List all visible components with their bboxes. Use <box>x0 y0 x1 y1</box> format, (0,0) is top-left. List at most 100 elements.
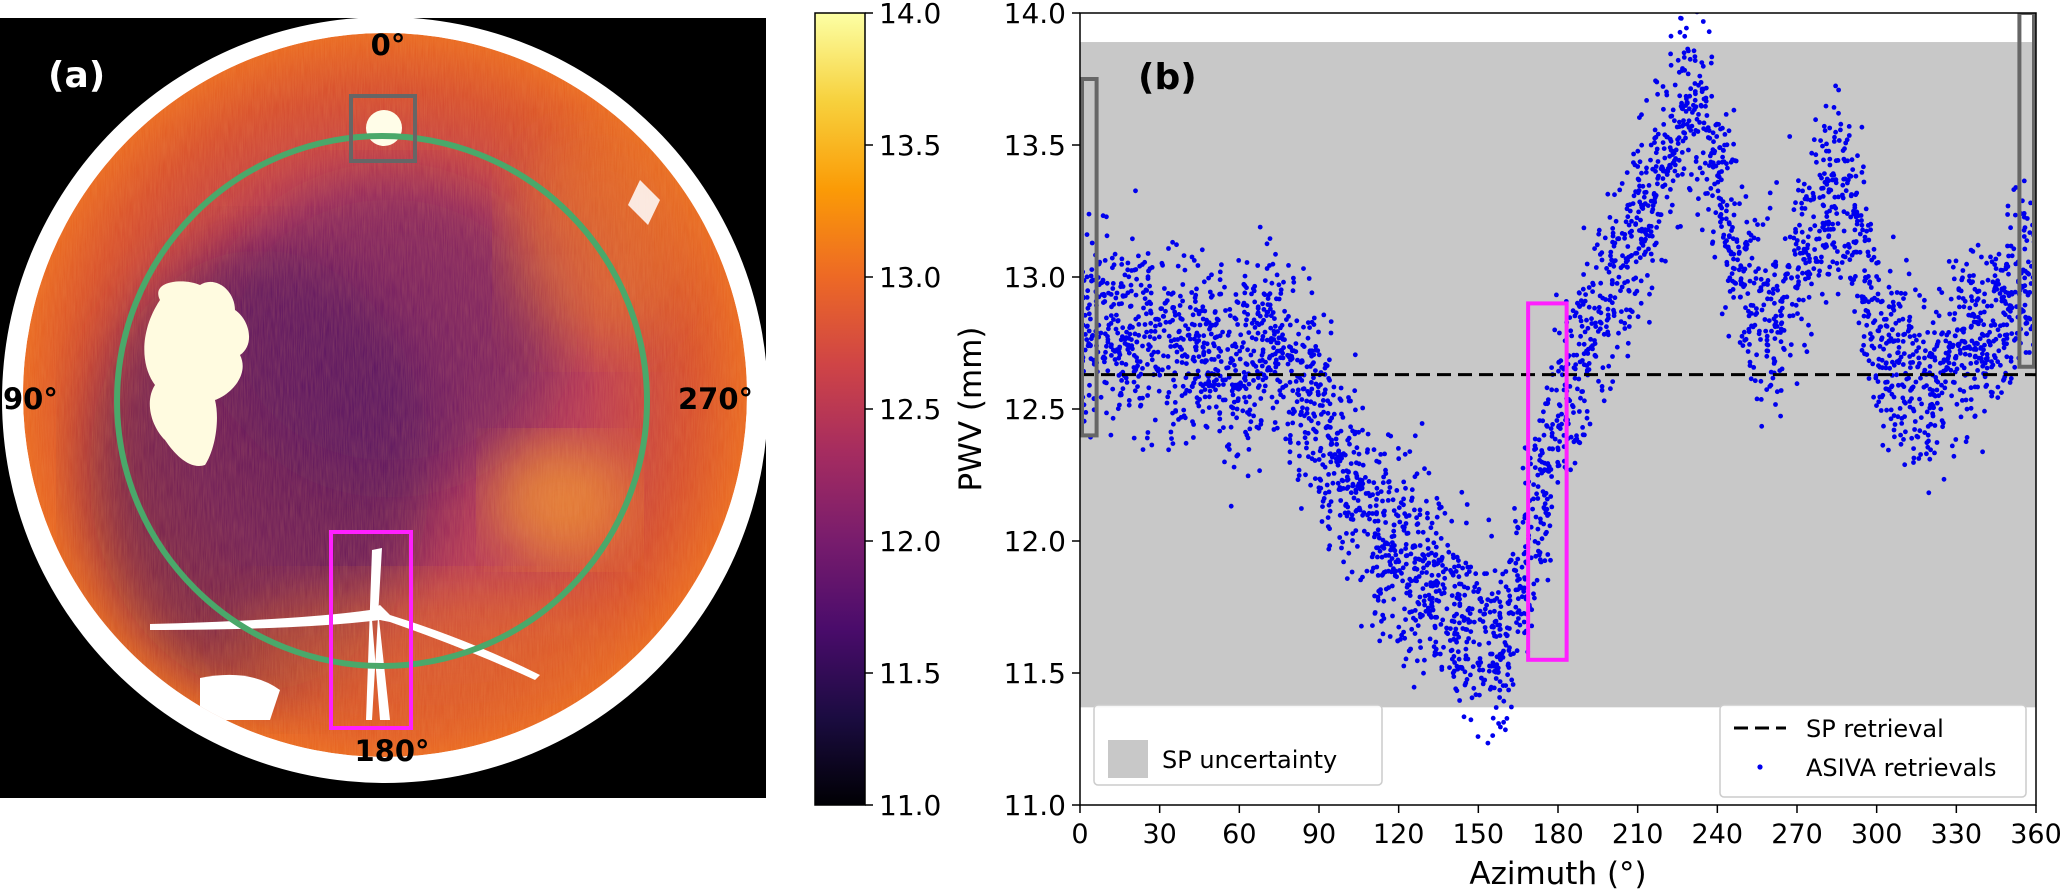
asiva-point <box>1968 361 1974 366</box>
asiva-point <box>1963 439 1969 445</box>
asiva-point <box>1508 652 1514 657</box>
asiva-point <box>1262 329 1268 335</box>
asiva-point <box>1311 315 1317 321</box>
asiva-point <box>1861 294 1866 300</box>
asiva-point <box>1276 335 1282 341</box>
asiva-point <box>1848 214 1854 220</box>
asiva-point <box>1308 482 1313 488</box>
asiva-point <box>1450 570 1455 575</box>
asiva-point <box>1353 407 1358 413</box>
asiva-point <box>1775 287 1780 293</box>
asiva-point <box>1464 520 1469 526</box>
asiva-point <box>1596 231 1602 237</box>
asiva-point <box>1708 186 1714 191</box>
asiva-point <box>1692 54 1698 59</box>
asiva-point <box>1567 384 1573 389</box>
asiva-point <box>1278 355 1283 361</box>
asiva-point <box>1101 300 1106 305</box>
asiva-point <box>1830 259 1836 265</box>
asiva-point <box>1710 241 1715 246</box>
asiva-point <box>1856 320 1862 326</box>
asiva-point <box>1489 591 1495 597</box>
asiva-point <box>1131 365 1137 370</box>
asiva-point <box>1124 329 1129 335</box>
asiva-point <box>1313 368 1318 373</box>
asiva-point <box>1649 285 1655 291</box>
asiva-point <box>1179 317 1185 322</box>
asiva-point <box>2012 289 2018 295</box>
asiva-point <box>1709 54 1715 60</box>
asiva-point <box>1369 569 1375 574</box>
asiva-point <box>1719 177 1724 183</box>
asiva-point <box>1402 606 1407 612</box>
asiva-point <box>1201 340 1207 346</box>
asiva-point <box>1305 335 1311 341</box>
asiva-point <box>1847 257 1853 263</box>
asiva-point <box>1464 639 1470 645</box>
asiva-point <box>1500 655 1506 660</box>
asiva-point <box>1251 413 1256 419</box>
asiva-point <box>1736 244 1741 250</box>
asiva-point <box>1692 58 1698 63</box>
asiva-point <box>1408 551 1414 557</box>
asiva-point <box>1771 361 1777 366</box>
asiva-point <box>1625 264 1630 270</box>
asiva-point <box>1931 392 1937 398</box>
asiva-point <box>1539 470 1545 476</box>
asiva-point <box>1958 350 1963 356</box>
asiva-point <box>1665 134 1670 140</box>
gray-highlight-box-b <box>2017 13 2036 369</box>
asiva-point <box>1454 639 1459 645</box>
asiva-point <box>1402 511 1408 517</box>
asiva-point <box>1729 271 1735 276</box>
asiva-point <box>1938 406 1944 412</box>
asiva-point <box>1267 263 1272 268</box>
asiva-point <box>1145 362 1150 367</box>
asiva-point <box>1741 268 1746 274</box>
asiva-point <box>1633 189 1638 195</box>
asiva-point <box>1146 268 1151 274</box>
asiva-point <box>1796 265 1801 270</box>
asiva-point <box>1835 158 1841 163</box>
asiva-point <box>1181 337 1186 342</box>
asiva-point <box>1996 251 2002 257</box>
asiva-point <box>1264 309 1270 315</box>
asiva-point <box>1259 363 1265 369</box>
asiva-point <box>1639 142 1645 148</box>
asiva-point <box>1640 243 1646 248</box>
asiva-point <box>1349 569 1355 575</box>
asiva-point <box>1198 308 1204 314</box>
asiva-point <box>1797 222 1802 228</box>
asiva-point <box>1267 236 1273 242</box>
asiva-point <box>2008 376 2014 381</box>
asiva-point <box>1471 589 1477 594</box>
asiva-point <box>1713 210 1719 216</box>
asiva-point <box>1336 448 1342 454</box>
asiva-point <box>1519 594 1525 600</box>
asiva-point <box>1933 309 1939 315</box>
asiva-point <box>1932 423 1938 428</box>
asiva-point <box>1668 187 1673 192</box>
asiva-point <box>1434 580 1439 586</box>
asiva-point <box>1673 156 1678 161</box>
asiva-point <box>1693 159 1699 164</box>
asiva-point <box>1476 663 1482 668</box>
asiva-point <box>1723 112 1729 117</box>
asiva-point <box>1104 233 1110 239</box>
asiva-point <box>1217 416 1223 422</box>
asiva-point <box>1304 445 1309 451</box>
asiva-point <box>1608 253 1613 259</box>
asiva-point <box>1213 404 1219 410</box>
asiva-point <box>1789 301 1795 307</box>
asiva-point <box>1836 194 1841 200</box>
asiva-point <box>1915 434 1921 440</box>
asiva-point <box>1475 734 1481 739</box>
asiva-point <box>1449 518 1455 524</box>
asiva-point <box>1700 63 1706 69</box>
asiva-point <box>1286 314 1291 319</box>
asiva-point <box>1694 176 1700 182</box>
asiva-point <box>1148 310 1154 316</box>
asiva-point <box>1710 130 1716 136</box>
asiva-point <box>1879 394 1885 400</box>
asiva-point <box>1360 405 1366 411</box>
